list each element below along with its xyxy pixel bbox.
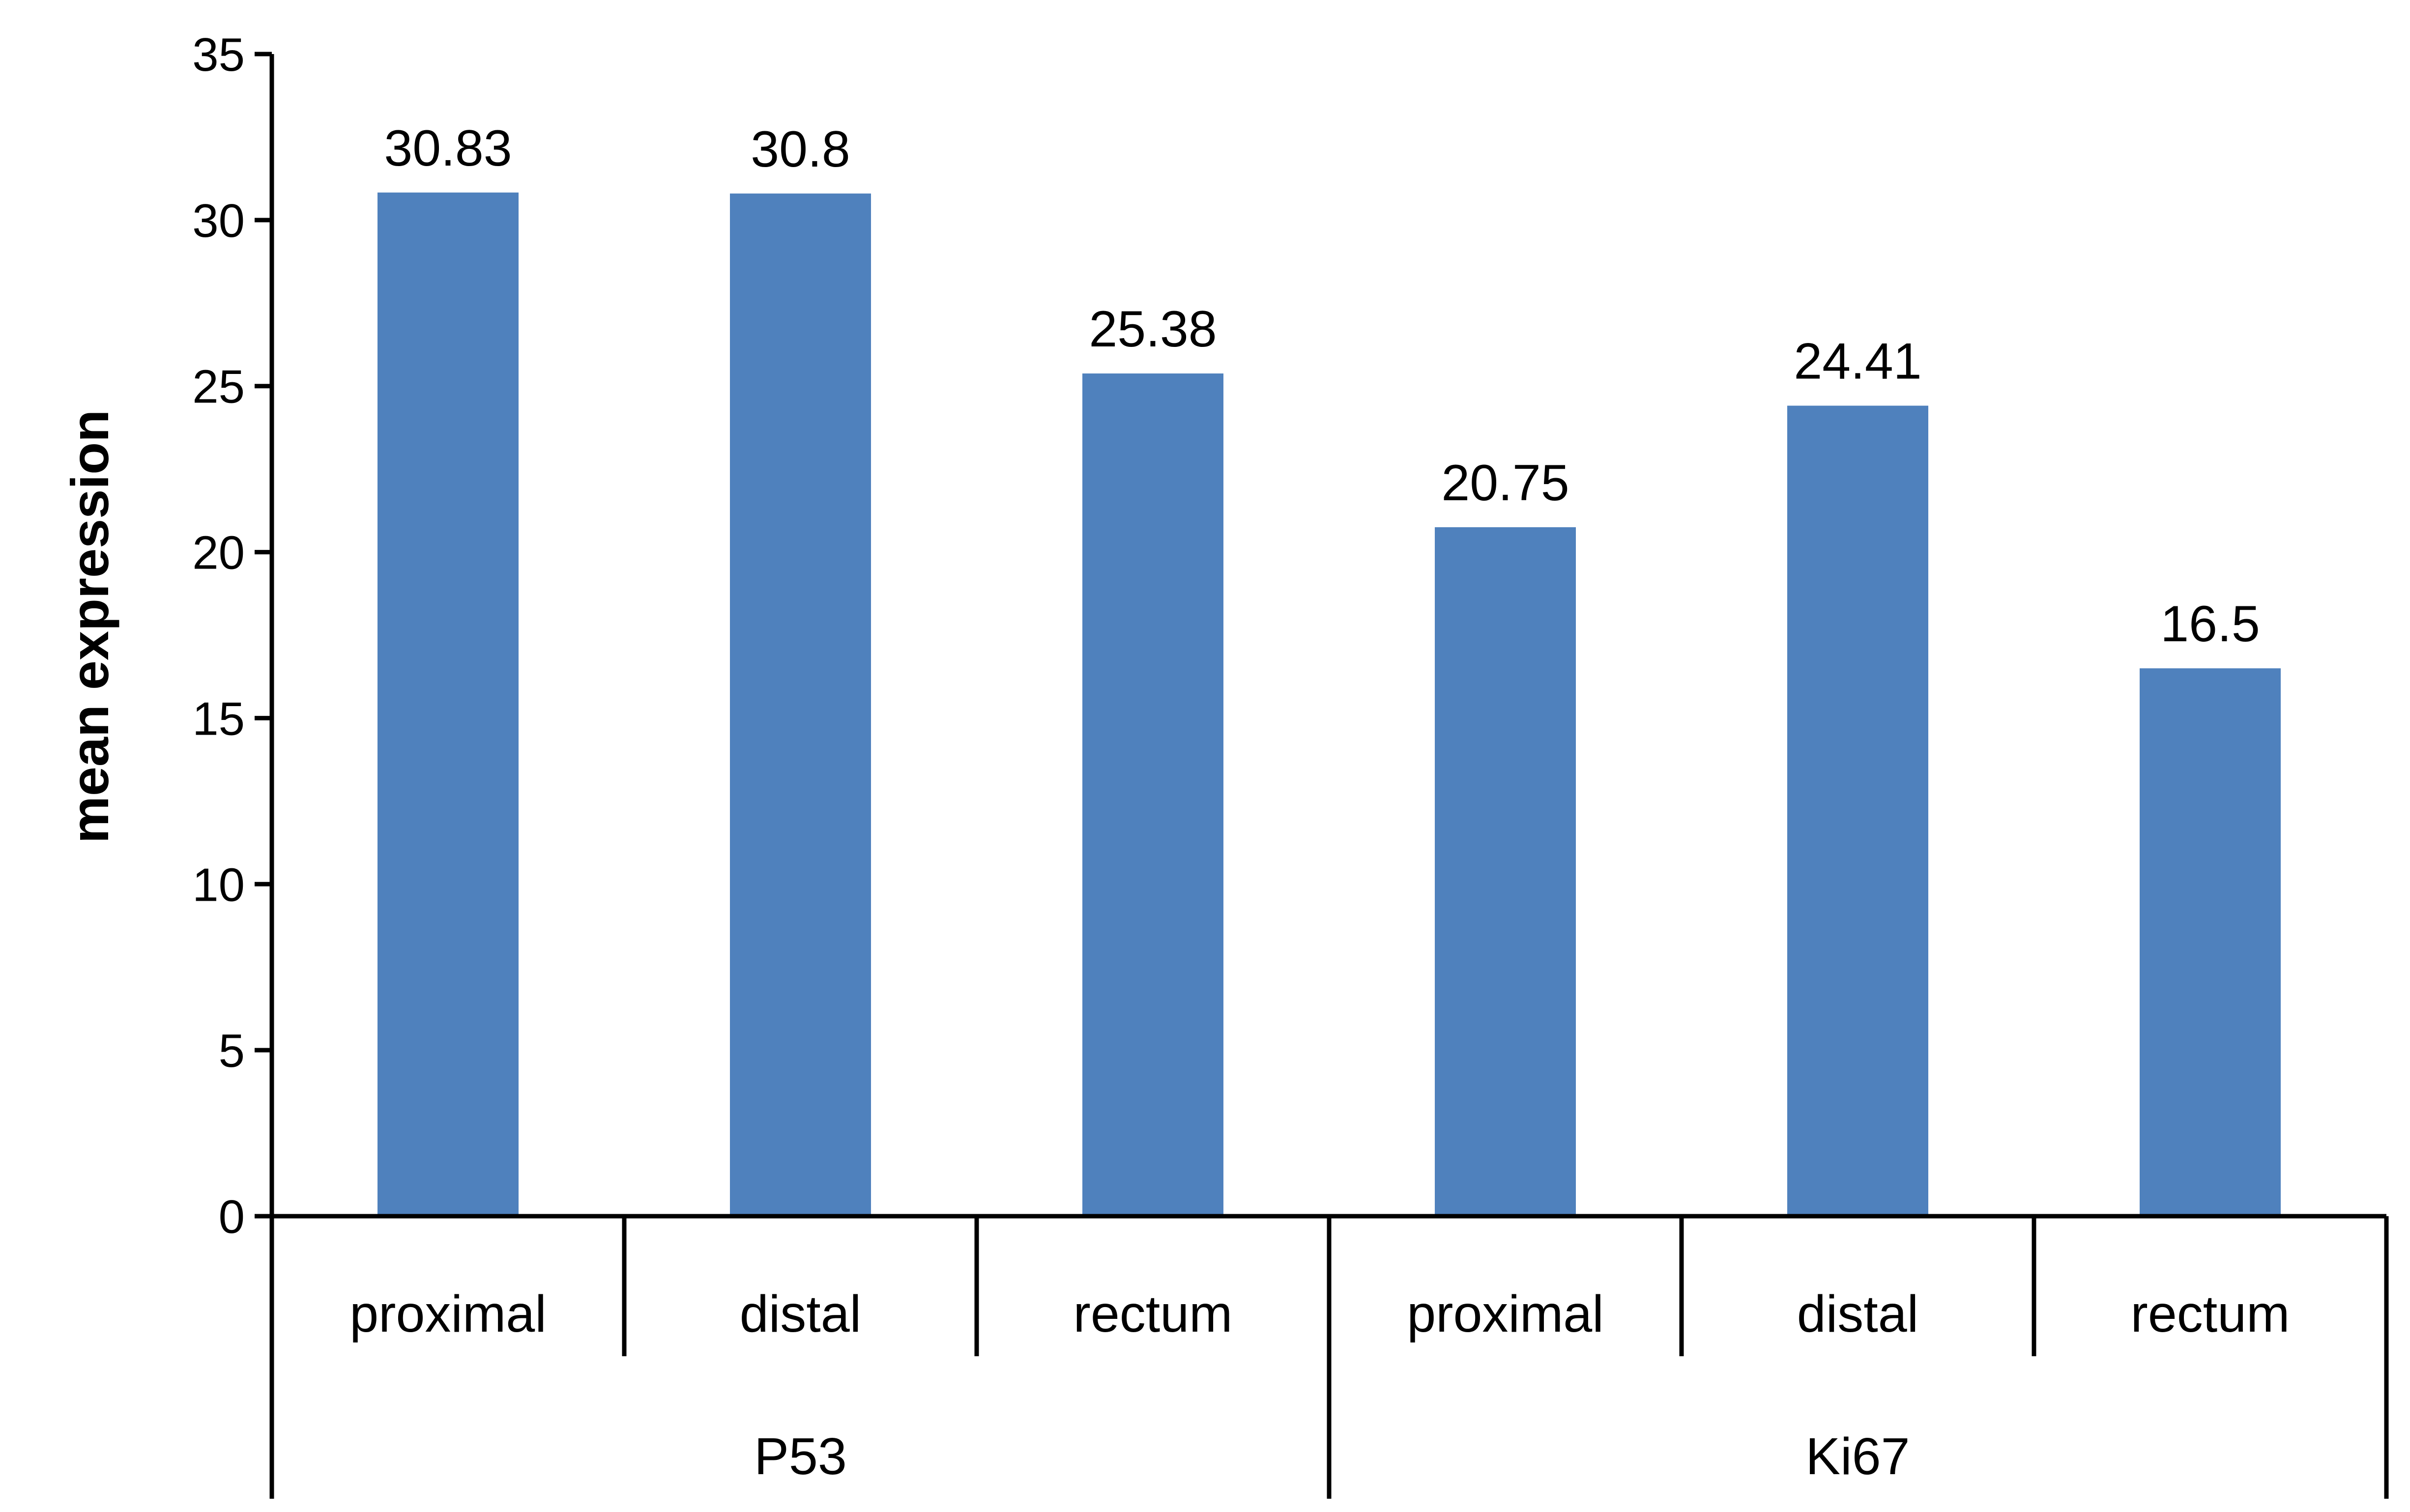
data-label: 25.38: [1089, 301, 1217, 358]
bars: [377, 192, 2281, 1217]
x-category-label: proximal: [349, 1285, 547, 1343]
x-category-label: distal: [740, 1285, 861, 1343]
y-tick-label: 15: [192, 692, 245, 745]
x-category-label: rectum: [2131, 1285, 2290, 1343]
y-tick-label: 35: [192, 29, 245, 81]
bar: [377, 192, 519, 1216]
y-tick-label: 0: [219, 1191, 245, 1243]
y-axis-title: mean expression: [60, 410, 119, 843]
bar: [2140, 668, 2281, 1216]
y-tick-label: 5: [219, 1025, 245, 1077]
bar: [730, 193, 871, 1216]
x-category-label: rectum: [1074, 1285, 1233, 1343]
x-category-label: proximal: [1407, 1285, 1604, 1343]
x-axis: proximal distal rectum proximal distal rectum…: [269, 1214, 2389, 1499]
y-tick-label: 10: [192, 858, 245, 911]
x-group-label: P53: [754, 1427, 847, 1485]
x-category-label: distal: [1797, 1285, 1918, 1343]
data-label: 30.8: [751, 121, 850, 178]
bar: [1082, 373, 1223, 1217]
x-group-label: Ki67: [1805, 1427, 1910, 1485]
y-axis-ticks: 0 5 10 15 20 25 30 35: [192, 29, 272, 1243]
y-tick-label: 20: [192, 527, 245, 579]
data-label: 30.83: [384, 120, 512, 177]
y-tick-label: 25: [192, 361, 245, 413]
y-tick-label: 30: [192, 195, 245, 247]
data-label: 20.75: [1441, 455, 1569, 512]
bar: [1787, 405, 1928, 1216]
data-labels: 30.83 30.8 25.38 20.75 24.41 16.5: [384, 120, 2260, 653]
data-label: 24.41: [1794, 333, 1921, 390]
data-label: 16.5: [2160, 596, 2260, 653]
bar: [1435, 527, 1576, 1216]
